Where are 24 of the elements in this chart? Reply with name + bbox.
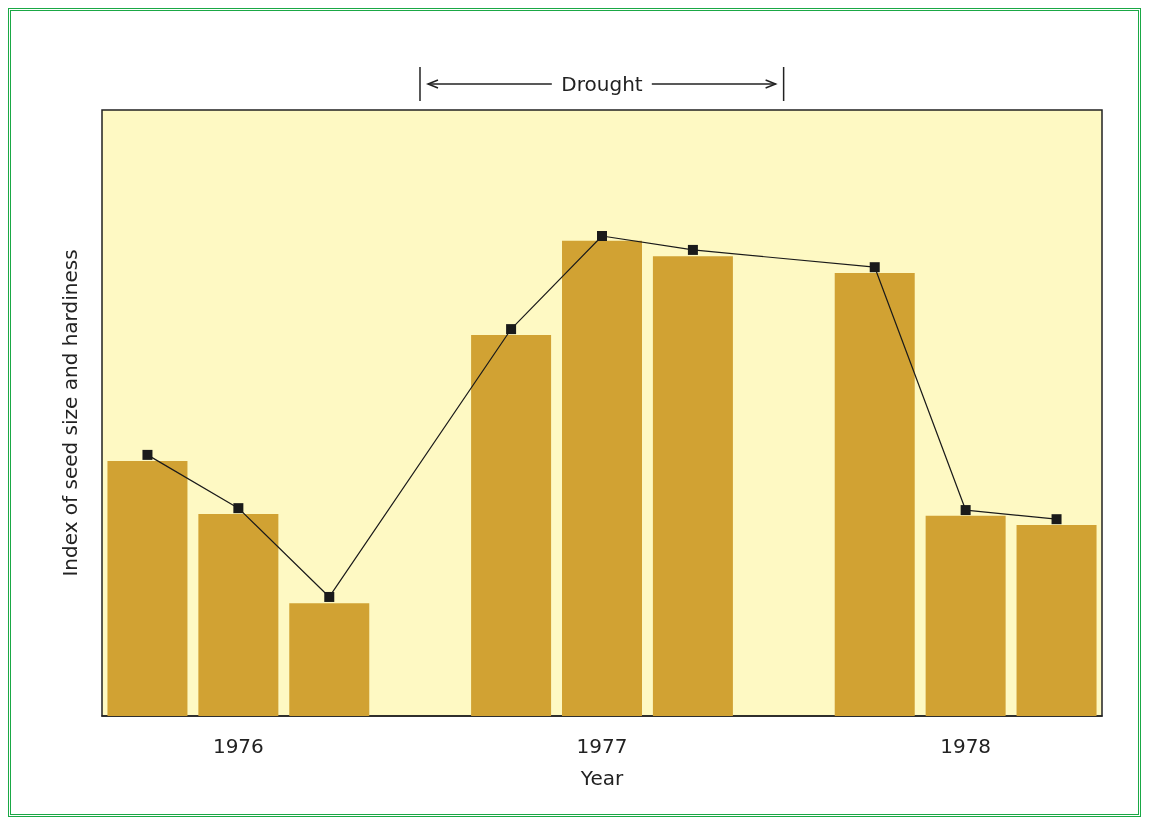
point	[324, 591, 335, 602]
point	[687, 244, 698, 255]
point	[597, 231, 607, 241]
x-tick-label: 1976	[212, 734, 264, 758]
point	[960, 505, 971, 516]
x-axis-title: Year	[579, 766, 624, 790]
point	[1051, 514, 1062, 525]
point	[506, 324, 517, 335]
text: Drought	[561, 72, 643, 96]
bar	[107, 461, 188, 716]
bar	[562, 240, 642, 716]
bar	[289, 603, 370, 716]
bar	[198, 513, 279, 716]
point	[233, 503, 244, 514]
point	[142, 449, 153, 460]
y-axis-title: Index of seed size and hardiness	[58, 249, 82, 577]
point	[869, 262, 880, 273]
x-tick-label: 1977	[576, 734, 628, 758]
bar	[834, 272, 915, 716]
x-tick-label: 1978	[940, 734, 992, 758]
bar	[1016, 524, 1097, 716]
bar	[925, 515, 1006, 716]
bar	[652, 256, 733, 716]
bar	[471, 334, 552, 716]
